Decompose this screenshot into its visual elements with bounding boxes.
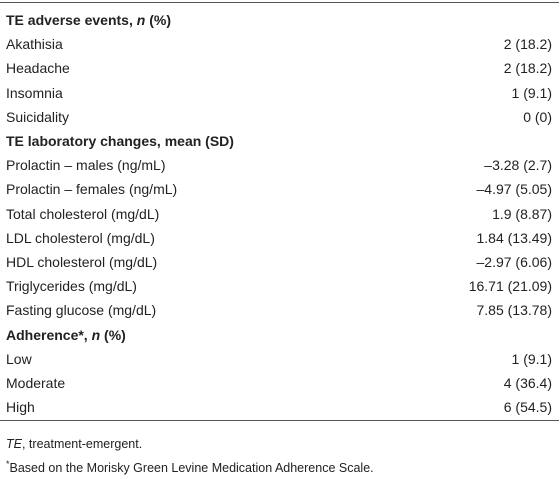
section-title: TE adverse events, n (%) — [6, 8, 171, 32]
table-row: Fasting glucose (mg/dL) 7.85 (13.78) — [0, 298, 559, 322]
row-label: HDL cholesterol (mg/dL) — [6, 254, 158, 270]
row-label: Prolactin – males (ng/mL) — [6, 157, 166, 174]
row-label: High — [6, 399, 35, 416]
row-label: Total cholesterol (mg/dL) — [6, 205, 160, 222]
row-value: 1 (9.1) — [511, 84, 552, 101]
section-title-part: Adherence*, — [6, 326, 92, 343]
row-label: Akathisia — [6, 36, 63, 53]
table-row: Moderate 4 (36.4) — [0, 371, 559, 395]
row-label: Fasting glucose (mg/dL) — [6, 302, 157, 319]
table-row: Prolactin – females (ng/mL) –4.97 (5.05) — [0, 177, 559, 201]
row-value: 1 (9.1) — [511, 350, 552, 367]
table-row: Prolactin – males (ng/mL) –3.28 (2.7) — [0, 153, 559, 177]
section-title-part: n — [136, 12, 146, 28]
row-value: 16.71 (21.09) — [468, 278, 552, 295]
footnote: *Based on the Morisky Green Levine Medic… — [6, 459, 374, 475]
table-row: LDL cholesterol (mg/dL) 1.84 (13.49) — [0, 226, 559, 250]
row-label: Suicidality — [6, 108, 70, 125]
section-title-part: (%) — [145, 12, 171, 28]
section-title: TE laboratory changes, mean (SD) — [6, 129, 234, 153]
row-label: Insomnia — [6, 84, 63, 101]
table-row: Akathisia 2 (18.2) — [0, 32, 559, 56]
table-row: Suicidality 0 (0) — [0, 105, 559, 129]
row-value: 7.85 (13.78) — [476, 302, 553, 319]
top-rule — [0, 2, 559, 3]
row-value: –2.97 (6.06) — [476, 254, 553, 270]
row-value: 6 (54.5) — [503, 399, 552, 416]
row-value: 0 (0) — [523, 108, 552, 125]
row-value: –3.28 (2.7) — [484, 157, 552, 174]
table-row: Headache 2 (18.2) — [0, 56, 559, 80]
row-label: LDL cholesterol (mg/dL) — [6, 229, 155, 246]
row-value: 4 (36.4) — [503, 375, 552, 391]
table-row: Insomnia 1 (9.1) — [0, 81, 559, 105]
footnote-mark: * — [6, 459, 10, 469]
section-header: TE laboratory changes, mean (SD) — [0, 129, 559, 153]
row-label: Low — [6, 350, 32, 367]
table-row: Triglycerides (mg/dL) 16.71 (21.09) — [0, 274, 559, 298]
row-label: Headache — [6, 60, 70, 77]
section-title: Adherence*, n (%) — [6, 323, 126, 347]
table-row: Total cholesterol (mg/dL) 1.9 (8.87) — [0, 202, 559, 226]
footnote: TE, treatment-emergent. — [6, 437, 142, 451]
footnote-text: , treatment-emergent. — [21, 437, 143, 451]
section-title-part: n — [91, 326, 101, 343]
row-label: Triglycerides (mg/dL) — [6, 278, 137, 295]
table-row: High 6 (54.5) — [0, 395, 559, 419]
row-value: 2 (18.2) — [503, 36, 552, 53]
section-header: Adherence*, n (%) — [0, 323, 559, 347]
section-title-part: TE adverse events, — [6, 12, 137, 28]
section-header: TE adverse events, n (%) — [0, 8, 559, 32]
footnote-text: Based on the Morisky Green Levine Medica… — [9, 461, 374, 476]
table-row: Low 1 (9.1) — [0, 347, 559, 371]
row-value: 1.9 (8.87) — [492, 205, 552, 222]
row-value: 1.84 (13.49) — [476, 229, 553, 246]
section-title-part: (%) — [100, 326, 126, 343]
row-value: –4.97 (5.05) — [476, 181, 553, 198]
row-label: Moderate — [6, 375, 66, 391]
row-label: Prolactin – females (ng/mL) — [6, 181, 178, 198]
footnote-abbrev: TE — [6, 437, 22, 451]
row-value: 2 (18.2) — [503, 60, 552, 77]
section-title-part: TE laboratory changes, mean (SD) — [6, 133, 234, 149]
bottom-rule — [0, 420, 559, 421]
table-row: HDL cholesterol (mg/dL) –2.97 (6.06) — [0, 250, 559, 274]
